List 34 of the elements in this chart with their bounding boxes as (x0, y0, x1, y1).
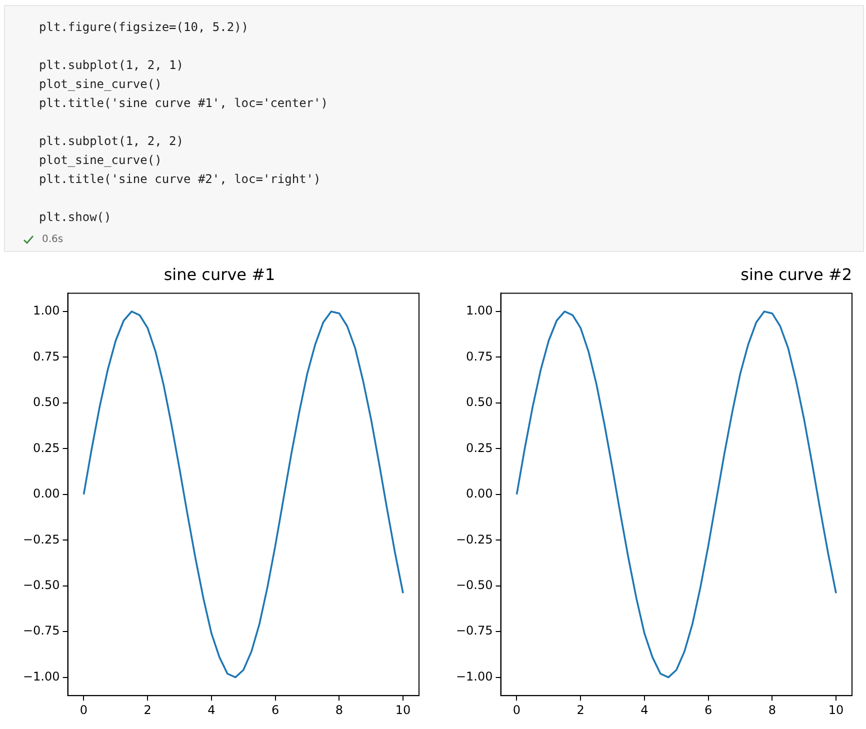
x-tick-label: 6 (704, 702, 712, 717)
x-tick-label: 10 (828, 702, 844, 717)
y-tick-label: −0.75 (456, 624, 493, 638)
y-tick-label: 0.00 (33, 486, 60, 501)
y-tick-label: −1.00 (456, 669, 493, 684)
y-tick-label: 0.50 (33, 395, 60, 410)
y-tick-label: −0.25 (22, 532, 60, 546)
chart-title: sine curve #1 (164, 264, 276, 284)
y-tick-label: 0.75 (33, 349, 60, 364)
y-tick-label: 1.00 (33, 304, 60, 318)
y-tick-label: 0.50 (466, 395, 493, 410)
y-tick-label: −0.25 (456, 532, 493, 546)
y-tick-label: 1.00 (466, 304, 493, 318)
y-tick-label: −1.00 (22, 669, 60, 684)
chart-title: sine curve #2 (740, 264, 852, 284)
x-tick-label: 0 (512, 702, 521, 717)
x-tick-label: 4 (208, 702, 216, 717)
text: 0.6s (42, 234, 64, 245)
x-tick-label: 6 (271, 702, 280, 717)
x-tick-label: 8 (768, 702, 776, 717)
y-tick-label: −0.50 (22, 578, 60, 592)
x-tick-label: 2 (576, 702, 584, 717)
x-tick-label: 4 (640, 702, 648, 717)
y-tick-label: 0.75 (466, 349, 493, 364)
y-tick-label: 0.00 (466, 486, 493, 501)
y-tick-label: 0.25 (466, 440, 493, 455)
y-tick-label: −0.75 (22, 624, 60, 638)
x-tick-label: 8 (335, 702, 343, 717)
text: plt.figure(figsize=(10, 5.2)) plt.subplot(1, 2, 1) plot_sine_curve() plt.title('sine curve #1', loc='center') plt.subplot(1, 2, 2) plot_sine_curve() plt.title('sine curve #2', loc='right') plt.show() (39, 20, 328, 224)
x-tick-label: 0 (80, 702, 88, 717)
x-tick-label: 10 (395, 702, 411, 717)
x-tick-label: 2 (144, 702, 152, 717)
y-tick-label: 0.25 (33, 440, 60, 455)
y-tick-label: −0.50 (456, 578, 493, 592)
